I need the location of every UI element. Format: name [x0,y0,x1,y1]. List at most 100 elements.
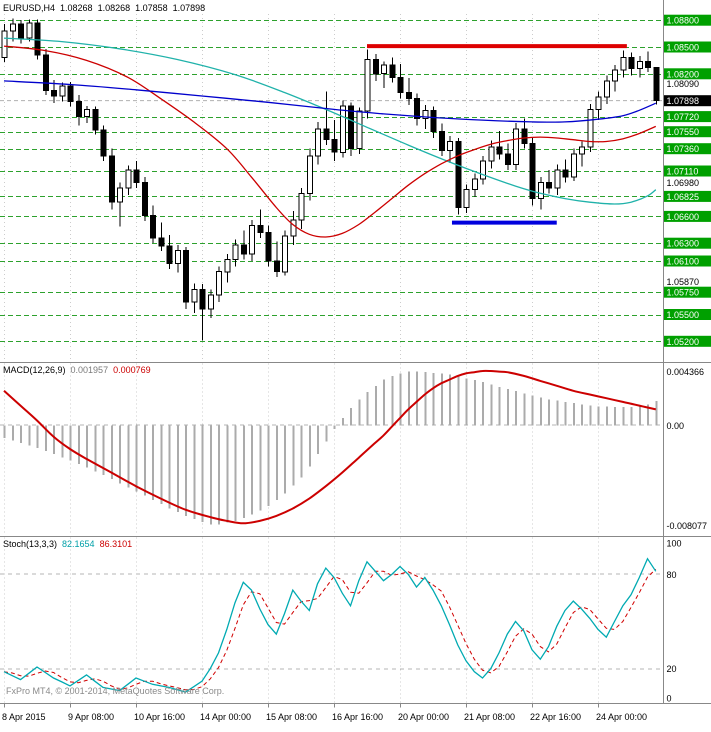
price-level-label: 1.05750 [667,288,700,298]
bear-candle-body [67,85,74,102]
bear-candle-body [645,60,651,68]
ma-teal-line [3,37,657,205]
bear-candle-body [183,249,189,303]
bull-candle-body [249,224,255,255]
bull-candle-body [620,57,627,71]
stoch-signal-line [3,568,657,691]
price-level-label: 1.06300 [667,239,700,249]
macd-name: MACD(12,26,9) [3,365,66,375]
ohlc-high-value: 1.08268 [97,3,131,13]
ohlc-close-value: 1.07898 [172,3,206,13]
current-price-label: 1.07898 [667,96,700,106]
price-level-label-box [664,165,711,177]
price-axis-label: 1.06980 [667,178,700,188]
bear-candle-body [158,237,165,247]
bear-candle-body [42,54,49,92]
stoch-axis-label: 0 [667,694,672,704]
time-axis-label: 24 Apr 00:00 [596,712,647,722]
time-axis-label: 15 Apr 08:00 [266,712,317,722]
price-level-label: 1.07720 [667,112,700,122]
stoch-axis[interactable]: 100 80 20 0 [667,539,682,704]
time-axis-label: 20 Apr 00:00 [398,712,449,722]
current-price-label-box [664,95,711,107]
ohlc-open-value: 1.08268 [60,3,93,13]
bear-candle-body [372,59,379,75]
macd-axis-label: 0.00 [667,421,685,431]
price-level-label-box [664,143,711,155]
broker-watermark: FxPro MT4, © 2001-2014, MetaQuotes Softw… [6,686,225,696]
bull-candle-body [232,244,239,260]
price-level-label: 1.08500 [667,43,700,53]
macd-signal-value: 0.000769 [113,365,151,375]
bear-candle-body [257,224,264,233]
bull-candle-body [463,189,470,208]
bear-candle-body [504,153,511,166]
bull-candle-body [595,96,602,110]
stochastic-indicator-label: Stoch(13,3,3) 82.1654 86.3101 [3,539,137,549]
price-level-label-box [664,14,711,26]
bull-candle-body [570,153,577,178]
bear-candle-body [133,169,140,184]
price-level-label-box [664,41,711,53]
stoch-axis-label: 80 [667,570,677,580]
bear-candle-body [75,100,82,118]
bear-candle-body [348,105,354,150]
bull-candle-body [282,235,288,273]
bull-candle-body [554,169,561,189]
bull-candle-body [364,59,371,112]
time-axis[interactable]: 8 Apr 2015 9 Apr 08:00 10 Apr 16:00 14 Apr … [2,703,647,723]
price-level-label: 1.06600 [667,212,700,222]
stoch-level-lines [0,573,664,670]
macd-main-value: 0.001957 [70,365,109,375]
panel-separators [0,0,711,704]
candlestick-layer [1,18,660,341]
time-axis-label: 8 Apr 2015 [2,712,46,722]
price-level-label-box [664,190,711,202]
symbol-timeframe-label: EURUSD,H4 [3,3,56,13]
price-level-label: 1.06825 [667,192,700,202]
bull-candle-body [26,22,33,39]
bear-candle-body [430,109,437,133]
bull-candle-body [339,105,346,153]
bear-candle-body [100,129,107,157]
bear-candle-body [529,142,536,200]
bear-candle-body [150,215,156,239]
bull-candle-body [471,178,478,191]
macd-axis-label: -0.008077 [667,521,708,531]
bull-candle-body [125,169,132,189]
bull-candle-body [480,160,486,180]
bear-candle-body [141,182,148,217]
price-level-label-box [664,335,711,347]
bear-candle-body [331,139,338,153]
price-axis[interactable]: 1.08800 1.08500 1.08200 1.07720 1.07550 1.073… [664,14,711,347]
stoch-main-line [3,557,657,693]
macd-axis[interactable]: 0.004366 0.00 -0.008077 [667,367,708,531]
stoch-signal-value: 86.3101 [99,539,133,549]
time-axis-label: 14 Apr 00:00 [200,712,251,722]
bear-candle-body [546,182,552,189]
bear-candle-body [108,155,115,203]
bull-candle-body [306,155,313,194]
price-level-label-box [664,68,711,80]
price-level-label-box [664,286,711,298]
ohlc-low-value: 1.07858 [135,3,168,13]
bear-candle-body [18,23,24,39]
macd-axis-label: 0.004366 [667,367,705,377]
time-axis-label: 21 Apr 08:00 [464,712,515,722]
bull-candle-body [290,219,297,237]
price-axis-label: 1.05870 [667,277,700,287]
price-level-label-box [664,309,711,320]
price-level-label: 1.08200 [667,69,700,79]
price-level-label-box [664,126,711,138]
bull-candle-body [636,60,643,69]
bull-candle-body [298,192,305,221]
main-chart-title: EURUSD,H4 1.08268 1.08268 1.07858 1.07898 [3,3,210,13]
price-level-label: 1.05500 [667,310,700,320]
bear-candle-body [199,289,206,310]
macd-indicator-label: MACD(12,26,9) 0.001957 0.000769 [3,365,156,375]
bull-candle-body [174,249,181,265]
price-level-label: 1.07110 [667,167,699,177]
bull-candle-body [207,294,214,310]
